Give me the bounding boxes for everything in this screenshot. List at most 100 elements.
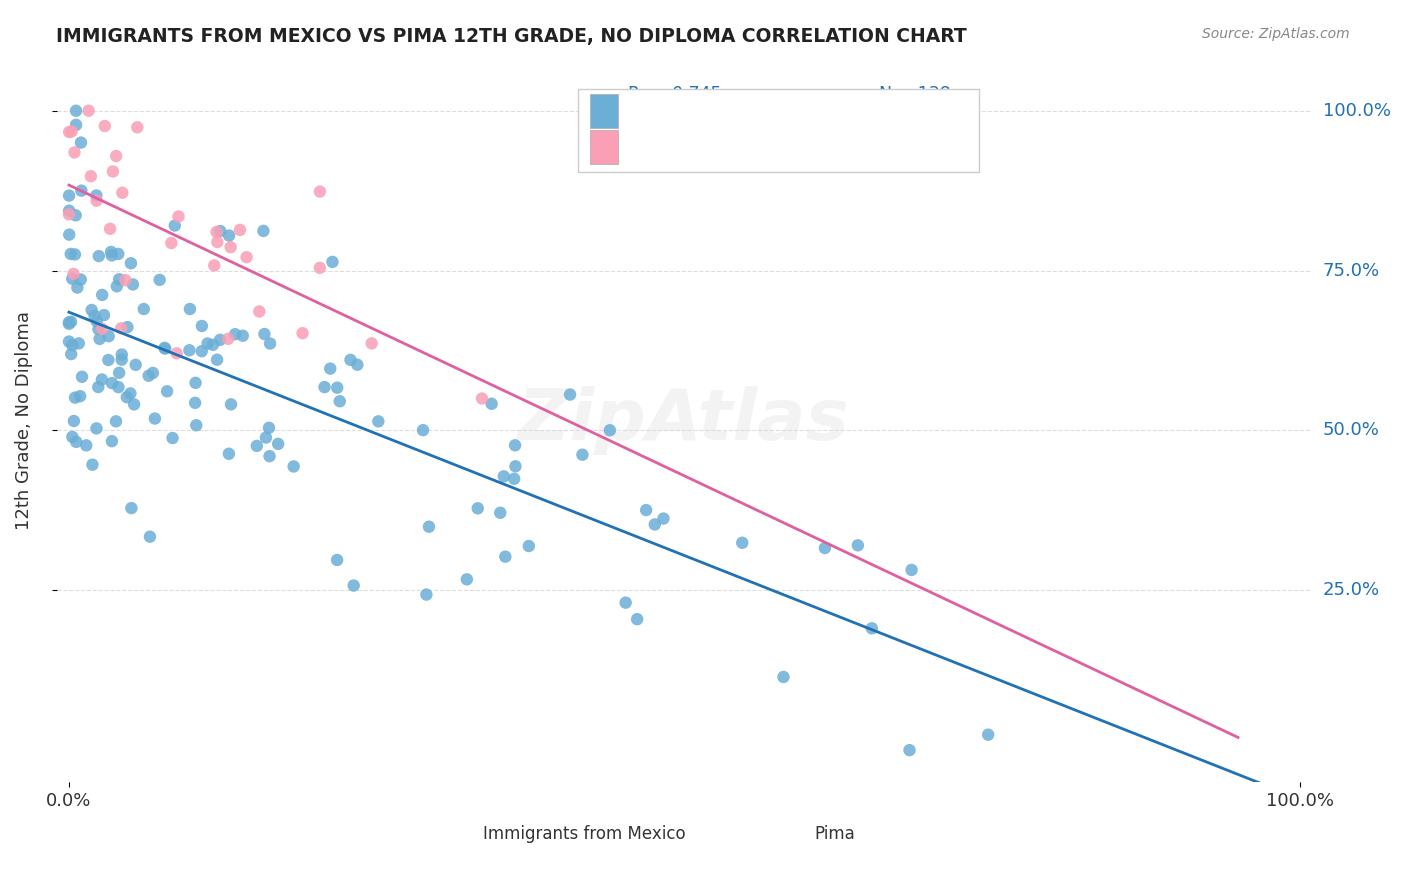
Text: ZipAtlas: ZipAtlas (519, 386, 851, 455)
Immigrants from Mexico (489, 506, 512, 520)
Pima (207, 235, 229, 249)
Immigrants from Mexico (418, 519, 440, 533)
Pima (291, 326, 314, 341)
Pima (202, 259, 225, 273)
Immigrants from Mexico (70, 136, 93, 150)
Immigrants from Mexico (184, 396, 207, 410)
Immigrants from Mexico (120, 386, 142, 401)
Immigrants from Mexico (179, 343, 201, 358)
Immigrants from Mexico (191, 318, 214, 333)
Immigrants from Mexico (108, 366, 131, 380)
Immigrants from Mexico (326, 381, 349, 395)
Immigrants from Mexico (898, 743, 921, 757)
Immigrants from Mexico (60, 271, 83, 285)
Immigrants from Mexico (120, 501, 142, 516)
Immigrants from Mexico (319, 361, 342, 376)
Pima (360, 336, 382, 351)
Immigrants from Mexico (467, 501, 489, 516)
Immigrants from Mexico (125, 358, 148, 372)
Immigrants from Mexico (652, 511, 675, 525)
Pima (110, 321, 132, 335)
Immigrants from Mexico (253, 326, 276, 341)
Immigrants from Mexico (456, 572, 478, 586)
Text: IMMIGRANTS FROM MEXICO VS PIMA 12TH GRADE, NO DIPLOMA CORRELATION CHART: IMMIGRANTS FROM MEXICO VS PIMA 12TH GRAD… (56, 27, 967, 45)
FancyBboxPatch shape (578, 88, 979, 171)
Pima (308, 260, 330, 275)
Immigrants from Mexico (60, 347, 83, 361)
Immigrants from Mexico (636, 503, 658, 517)
Pima (309, 185, 332, 199)
FancyBboxPatch shape (458, 809, 481, 837)
Immigrants from Mexico (367, 414, 389, 428)
Immigrants from Mexico (415, 588, 437, 602)
Immigrants from Mexico (343, 578, 366, 592)
Immigrants from Mexico (205, 352, 228, 367)
Immigrants from Mexico (505, 459, 527, 474)
Immigrants from Mexico (772, 670, 794, 684)
Immigrants from Mexico (86, 188, 108, 202)
Immigrants from Mexico (101, 376, 124, 390)
Immigrants from Mexico (63, 391, 86, 405)
Immigrants from Mexico (218, 228, 240, 243)
Immigrants from Mexico (503, 472, 526, 486)
Immigrants from Mexico (63, 247, 86, 261)
Immigrants from Mexico (246, 439, 269, 453)
Immigrants from Mexico (179, 301, 201, 316)
Immigrants from Mexico (117, 320, 139, 334)
Immigrants from Mexico (107, 380, 129, 394)
Immigrants from Mexico (60, 315, 83, 329)
Immigrants from Mexico (224, 327, 246, 342)
Immigrants from Mexico (155, 342, 177, 356)
Immigrants from Mexico (339, 352, 361, 367)
Immigrants from Mexico (283, 459, 305, 474)
Immigrants from Mexico (59, 247, 82, 261)
Immigrants from Mexico (626, 612, 648, 626)
Immigrants from Mexico (58, 334, 80, 349)
Pima (247, 304, 270, 318)
Immigrants from Mexico (69, 389, 91, 403)
Immigrants from Mexico (156, 384, 179, 399)
Immigrants from Mexico (60, 430, 83, 444)
Pima (94, 119, 117, 133)
Immigrants from Mexico (162, 431, 184, 445)
Immigrants from Mexico (120, 256, 142, 270)
Pima (219, 240, 242, 254)
Pima (105, 149, 128, 163)
Immigrants from Mexico (100, 248, 122, 262)
Pima (471, 392, 494, 406)
Immigrants from Mexico (259, 336, 281, 351)
Immigrants from Mexico (70, 184, 93, 198)
Immigrants from Mexico (105, 414, 128, 428)
Pima (127, 120, 149, 135)
Immigrants from Mexico (209, 224, 232, 238)
Immigrants from Mexico (492, 469, 515, 483)
Pima (205, 225, 228, 239)
Immigrants from Mexico (259, 449, 281, 463)
Immigrants from Mexico (599, 423, 621, 437)
Immigrants from Mexico (86, 421, 108, 435)
Pima (98, 222, 121, 236)
Text: 100.0%: 100.0% (1323, 102, 1391, 120)
Immigrants from Mexico (87, 380, 110, 394)
Immigrants from Mexico (571, 448, 593, 462)
Immigrants from Mexico (93, 308, 115, 322)
Immigrants from Mexico (201, 338, 224, 352)
Pima (58, 207, 80, 221)
Immigrants from Mexico (163, 219, 186, 233)
Immigrants from Mexico (87, 322, 110, 336)
Text: 75.0%: 75.0% (1323, 261, 1381, 279)
Immigrants from Mexico (58, 203, 80, 218)
Immigrants from Mexico (111, 348, 134, 362)
Immigrants from Mexico (132, 301, 155, 316)
Pima (101, 164, 124, 178)
Immigrants from Mexico (218, 447, 240, 461)
Immigrants from Mexico (90, 372, 112, 386)
Text: 50.0%: 50.0% (1323, 421, 1379, 440)
Immigrants from Mexico (860, 621, 883, 635)
Immigrants from Mexico (138, 368, 160, 383)
Immigrants from Mexico (70, 369, 93, 384)
Immigrants from Mexico (107, 247, 129, 261)
Immigrants from Mexico (115, 390, 138, 404)
Immigrants from Mexico (82, 458, 104, 472)
Immigrants from Mexico (75, 438, 97, 452)
